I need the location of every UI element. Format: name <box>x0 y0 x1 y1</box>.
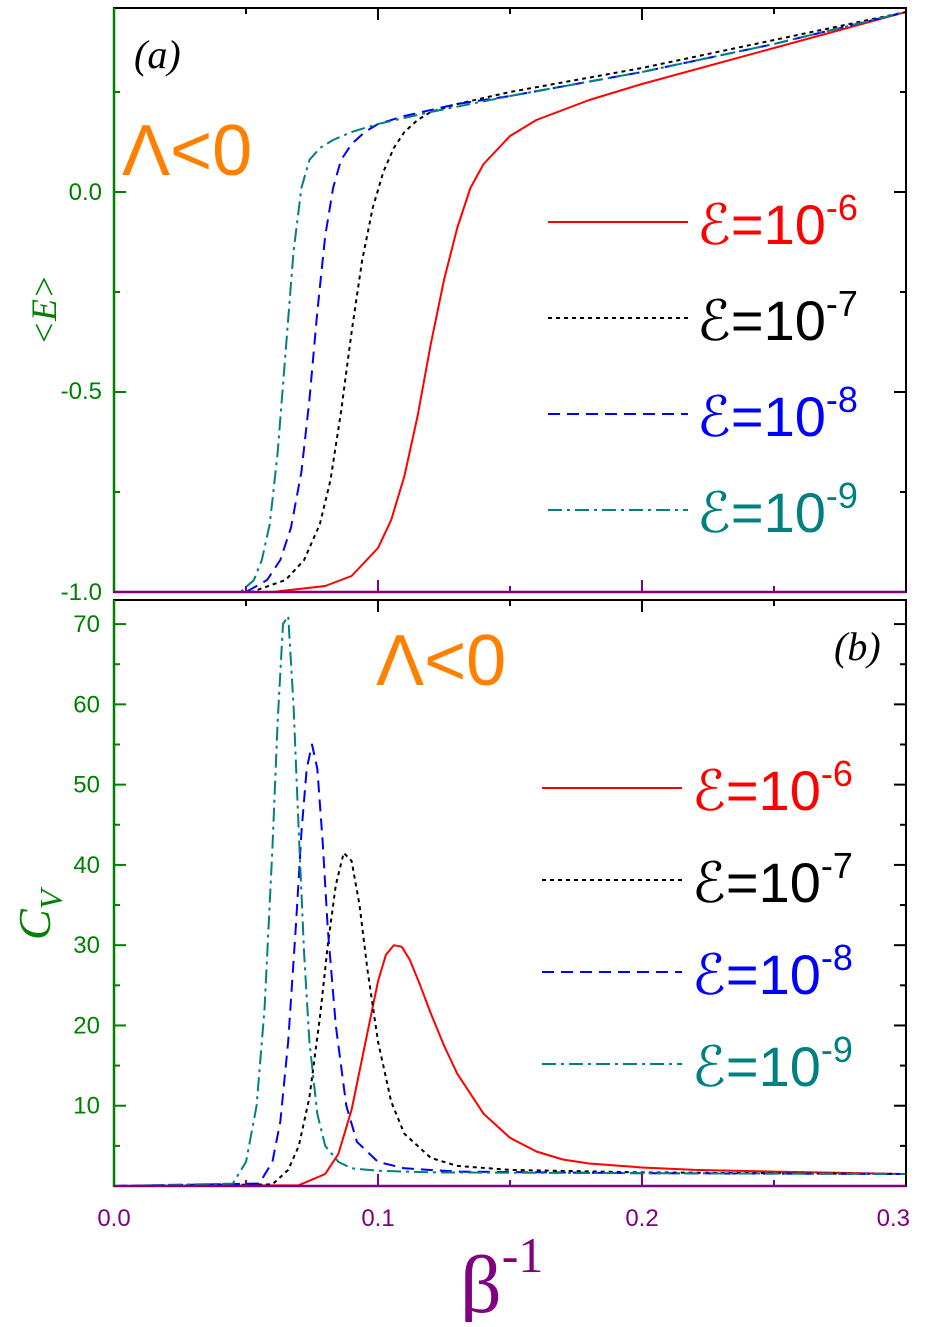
panel-a-curves <box>114 11 907 593</box>
panel-a-series-line--6 <box>114 11 907 593</box>
panel-b-label: (b) <box>834 624 881 669</box>
panel-a-ytick-label: -0.5 <box>61 378 102 405</box>
panel-a-legend-label: ℰ=10-7 <box>697 283 858 352</box>
panel-b-ytick-label: 60 <box>73 691 100 718</box>
panel-b-xtick-label: 0.2 <box>625 1205 658 1232</box>
panel-b-ytick-label: 10 <box>73 1093 100 1120</box>
panel-a-lambda-annotation: Λ<0 <box>122 111 252 191</box>
panel-b-legend-label: ℰ=10-8 <box>692 937 853 1006</box>
panel-b-ytick-label: 50 <box>73 772 100 799</box>
legend-label-exponent: -8 <box>826 379 858 420</box>
legend-label-base: ℰ=10 <box>697 193 826 256</box>
panel-b-ytick-label: 70 <box>73 611 100 638</box>
panel-b-xtick-labels: 0.0 0.1 0.2 0.3 <box>97 1205 910 1232</box>
panel-b-y-label: CV <box>9 886 69 940</box>
panel-a-series-line--8 <box>114 11 907 593</box>
legend-label-exponent: -7 <box>826 283 858 324</box>
panel-b-legend-label: ℰ=10-9 <box>692 1029 853 1098</box>
legend-label-base: ℰ=10 <box>692 1035 821 1098</box>
panel-b-series-line--8 <box>113 743 907 1187</box>
panel-b-curves <box>113 615 907 1187</box>
legend-label-base: ℰ=10 <box>692 759 821 822</box>
legend-label-base: ℰ=10 <box>692 851 821 914</box>
panel-b-legend-label: ℰ=10-6 <box>692 753 853 822</box>
panel-b-legend-label: ℰ=10-7 <box>692 845 853 914</box>
panel-a-legend: ℰ=10-6ℰ=10-7ℰ=10-8ℰ=10-9 <box>548 187 858 544</box>
panel-b-ytick-label: 20 <box>73 1012 100 1039</box>
panel-a-series-line--9 <box>114 11 907 593</box>
panel-b-series-line--6 <box>113 944 907 1187</box>
legend-label-base: ℰ=10 <box>697 289 826 352</box>
legend-label-exponent: -7 <box>821 845 853 886</box>
panel-b-xtick-label: 0.3 <box>877 1205 910 1232</box>
panel-b-y-label-sub: V <box>33 886 69 909</box>
panel-a-ytick-label: -1.0 <box>61 579 102 606</box>
panel-a: 0.0 -0.5 -1.0 <E> (a) Λ<0 ℰ=10-6ℰ=10-7ℰ=… <box>24 7 907 606</box>
panel-a-label: (a) <box>134 32 181 77</box>
legend-label-exponent: -9 <box>826 475 858 516</box>
legend-label-base: ℰ=10 <box>697 385 826 448</box>
panel-a-series-line--7 <box>114 11 907 593</box>
panel-a-legend-label: ℰ=10-9 <box>697 475 858 544</box>
legend-label-exponent: -8 <box>821 937 853 978</box>
legend-label-exponent: -9 <box>821 1029 853 1070</box>
panel-a-y-label: <E> <box>24 275 64 346</box>
x-axis-label-main: β <box>460 1239 502 1322</box>
legend-label-exponent: -6 <box>821 753 853 794</box>
legend-label-base: ℰ=10 <box>697 481 826 544</box>
panel-b-xtick-label: 0.1 <box>361 1205 394 1232</box>
panel-b-ytick-label: 40 <box>73 852 100 879</box>
panel-b-xtick-label: 0.0 <box>97 1205 130 1232</box>
panel-b-series-line--9 <box>113 615 907 1187</box>
panel-b-lambda-annotation: Λ<0 <box>376 621 506 701</box>
panel-b-y-label-main: C <box>9 908 60 940</box>
panel-b-ytick-labels: 10 20 30 40 50 60 70 <box>73 611 100 1120</box>
panel-b-series-line--7 <box>113 851 907 1187</box>
panel-a-ytick-label: 0.0 <box>69 179 102 206</box>
x-axis-label: β-1 <box>460 1227 543 1322</box>
panel-b-ytick-label: 30 <box>73 932 100 959</box>
panel-a-legend-label: ℰ=10-6 <box>697 187 858 256</box>
legend-label-exponent: -6 <box>826 187 858 228</box>
x-axis-label-sup: -1 <box>502 1227 544 1283</box>
legend-label-base: ℰ=10 <box>692 943 821 1006</box>
panel-b-legend: ℰ=10-6ℰ=10-7ℰ=10-8ℰ=10-9 <box>542 753 853 1098</box>
panel-b: 10 20 30 40 50 60 70 0.0 0.1 0.2 0.3 CV (b) Λ<0 β… <box>9 599 910 1327</box>
panel-a-legend-label: ℰ=10-8 <box>697 379 858 448</box>
